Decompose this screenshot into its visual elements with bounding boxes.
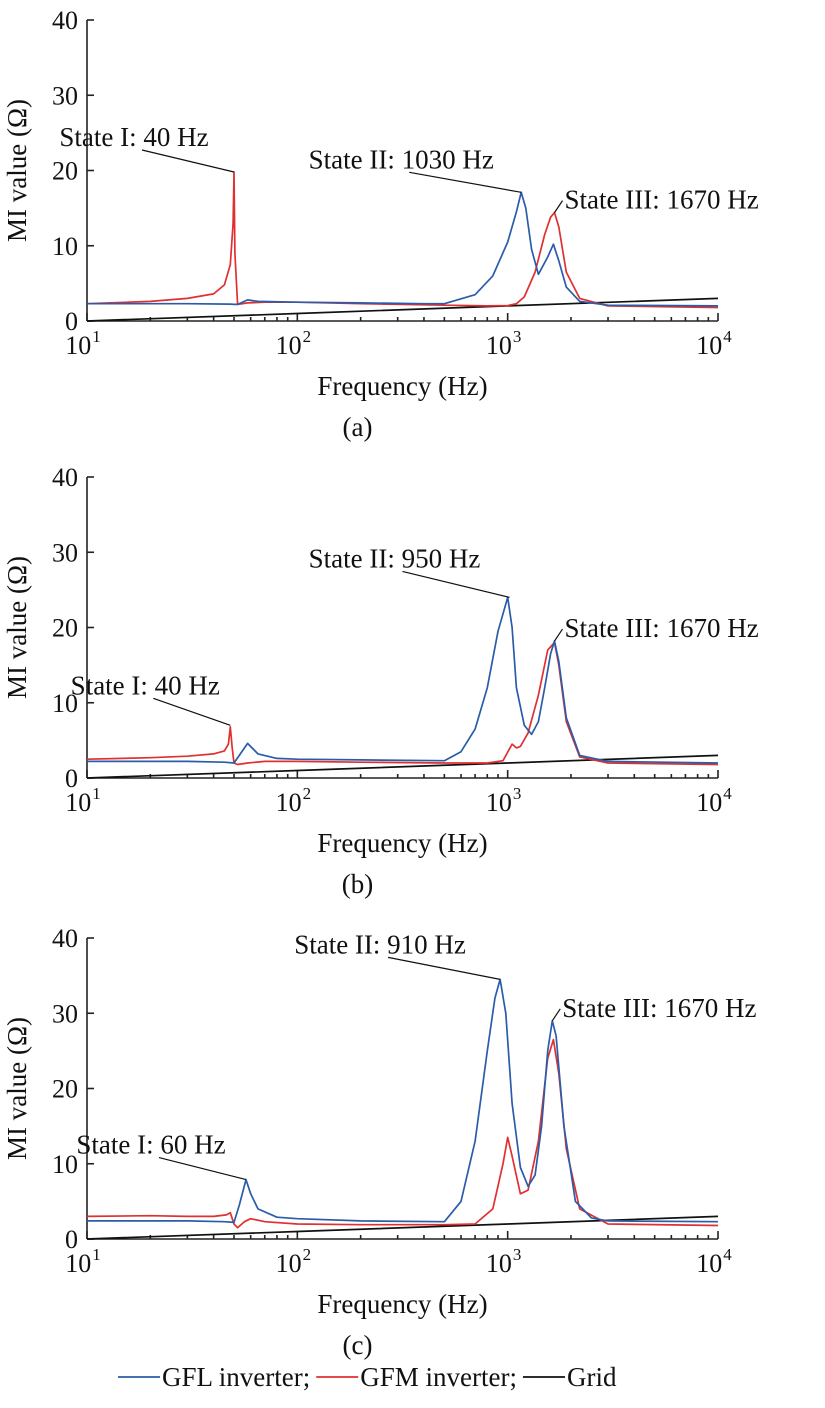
legend-label-gfm: GFM inverter; [360,1362,517,1392]
x-axis-label: Frequency (Hz) [317,828,487,858]
annotation-leader [158,1156,247,1181]
y-tick-label: 0 [65,307,78,336]
y-tick-label: 0 [65,764,78,793]
annotation-leader [141,149,235,173]
y-tick-label: 30 [52,81,78,110]
annotation-leader [554,628,564,642]
chart-panel: 0 10 20 30 40 101 102 103 104 Frequency (Hz) MI va… [2,924,757,1360]
y-tick-label: 0 [65,1225,78,1254]
annotation-label: State III: 1670 Hz [565,185,759,215]
y-axis-label: MI value (Ω) [2,1017,32,1160]
annotation-label: State III: 1670 Hz [562,993,756,1023]
y-tick-label: 30 [52,538,78,567]
panel-caption: (c) [343,1330,373,1360]
annotation-label: State II: 1030 Hz [309,144,494,174]
y-axis-label: MI value (Ω) [2,556,32,699]
annotation-label: State I: 60 Hz [76,1130,225,1160]
annotation-leader [409,171,522,193]
series-line-gfm [86,171,719,309]
x-tick-label: 102 [276,1245,312,1278]
y-tick-label: 10 [52,232,78,261]
legend: GFL inverter; GFM inverter; Grid [118,1362,617,1392]
y-tick-label: 20 [52,614,78,643]
y-axis-label: MI value (Ω) [2,99,32,242]
y-tick-label: 40 [52,463,78,492]
x-axis-label: Frequency (Hz) [317,1289,487,1319]
legend-label-gfl: GFL inverter; [162,1362,310,1392]
annotation-leader [153,697,231,726]
series-line-gfl [87,596,719,764]
x-tick-label: 101 [65,784,101,817]
x-axis-label: Frequency (Hz) [317,371,487,401]
annotation-label: State I: 40 Hz [59,122,208,152]
series-line-gfl [87,978,719,1224]
annotation-label: State II: 950 Hz [309,543,481,573]
y-tick-label: 20 [52,1075,78,1104]
chart-panel: 0 10 20 30 40 101 102 103 104 Frequency (Hz) MI va… [2,6,759,442]
series-line-gfl [87,191,719,307]
x-tick-label: 102 [276,784,312,817]
annotation-label: State II: 910 Hz [294,929,466,959]
x-tick-label: 103 [486,784,521,817]
annotation-leader [554,200,564,213]
y-tick-label: 40 [52,6,78,35]
annotation-label: State I: 40 Hz [71,670,220,700]
legend-label-grid: Grid [567,1362,617,1392]
y-tick-label: 40 [52,924,78,953]
y-tick-label: 30 [52,999,78,1028]
annotation-leader [387,956,501,980]
y-tick-label: 10 [52,689,78,718]
chart-panel: 0 10 20 30 40 101 102 103 104 Frequency (Hz) MI va… [2,463,759,899]
x-tick-label: 102 [276,327,312,360]
series-line-grid [86,754,719,779]
series-line-gfm [86,641,719,766]
y-tick-label: 10 [52,1150,78,1179]
x-tick-label: 104 [696,784,732,817]
series-line-grid [86,1215,719,1240]
series-line-gfm [86,1038,719,1229]
annotation-leader [551,1008,561,1022]
x-tick-label: 103 [486,1245,521,1278]
x-tick-label: 101 [65,327,101,360]
series-line-grid [86,297,719,322]
y-tick-label: 20 [52,157,78,186]
annotation-label: State III: 1670 Hz [565,613,759,643]
x-tick-label: 104 [696,327,732,360]
x-tick-label: 103 [486,327,521,360]
panel-caption: (a) [343,412,373,442]
x-tick-label: 101 [65,1245,101,1278]
annotation-leader [402,570,510,598]
x-tick-label: 104 [696,1245,732,1278]
panel-caption: (b) [342,869,373,899]
